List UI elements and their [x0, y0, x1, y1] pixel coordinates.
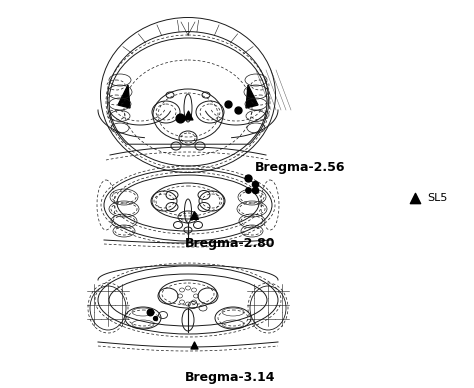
Text: Bregma-3.14: Bregma-3.14	[185, 371, 275, 385]
Text: SL5: SL5	[427, 193, 447, 203]
Point	[234, 107, 242, 113]
Polygon shape	[246, 85, 258, 108]
Point	[224, 101, 232, 107]
Polygon shape	[118, 85, 130, 108]
Point	[190, 212, 198, 218]
Point	[251, 187, 259, 193]
Text: Bregma-2.56: Bregma-2.56	[255, 161, 346, 175]
Point	[151, 315, 159, 321]
Point	[190, 342, 198, 348]
Point	[411, 195, 419, 201]
Text: Bregma-2.80: Bregma-2.80	[185, 237, 275, 249]
Point	[176, 115, 184, 121]
Point	[244, 175, 252, 181]
Point	[251, 181, 259, 187]
Point	[146, 309, 154, 315]
Point	[244, 187, 252, 193]
Point	[184, 112, 192, 118]
